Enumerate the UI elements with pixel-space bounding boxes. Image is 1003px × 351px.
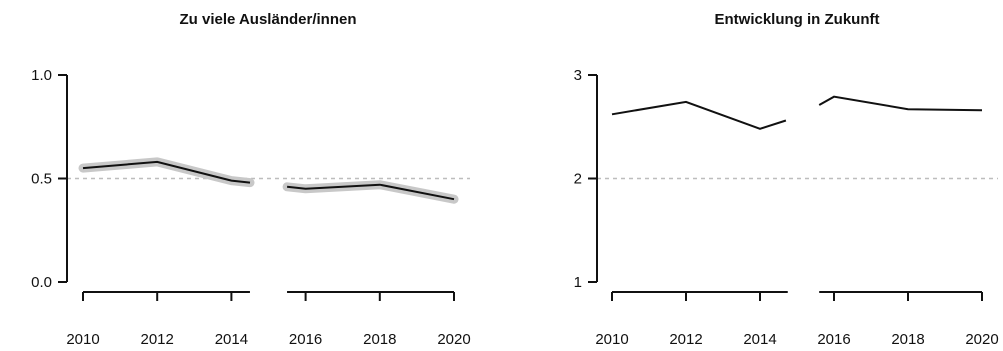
x-tick-label: 2012 <box>669 331 702 348</box>
x-tick-label: 2012 <box>141 331 174 348</box>
chart-title: Entwicklung in Zukunft <box>715 11 880 28</box>
chart-panel-2: Entwicklung in Zukunft 1 2 3 2010 2012 2014 201… <box>574 11 999 348</box>
series-line <box>286 183 455 201</box>
x-tick-label: 2020 <box>437 331 470 348</box>
series-line <box>82 160 251 184</box>
x-tick-label: 2016 <box>817 331 850 348</box>
x-tick-label: 2010 <box>595 331 628 348</box>
confidence-band <box>282 180 459 204</box>
x-tick-label: 2016 <box>289 331 322 348</box>
x-tick-label: 2010 <box>66 331 99 348</box>
y-tick-label: 1.0 <box>31 67 52 84</box>
series-line <box>818 95 983 112</box>
x-tick-label: 2014 <box>215 331 248 348</box>
y-tick-label: 1 <box>574 274 582 291</box>
x-tick-label: 2020 <box>965 331 998 348</box>
x-tick-label: 2018 <box>891 331 924 348</box>
x-tick-label: 2018 <box>363 331 396 348</box>
y-tick-label: 0.5 <box>31 171 52 188</box>
series-line <box>611 100 787 130</box>
y-tick-label: 0.0 <box>31 274 52 291</box>
chart-panel-1: Zu viele Ausländer/innen 0.0 0.5 1.0 2010 201… <box>31 11 471 348</box>
y-tick-label: 3 <box>574 67 582 84</box>
x-tick-label: 2014 <box>743 331 776 348</box>
y-tick-label: 2 <box>574 171 582 188</box>
chart-title: Zu viele Ausländer/innen <box>180 11 357 28</box>
